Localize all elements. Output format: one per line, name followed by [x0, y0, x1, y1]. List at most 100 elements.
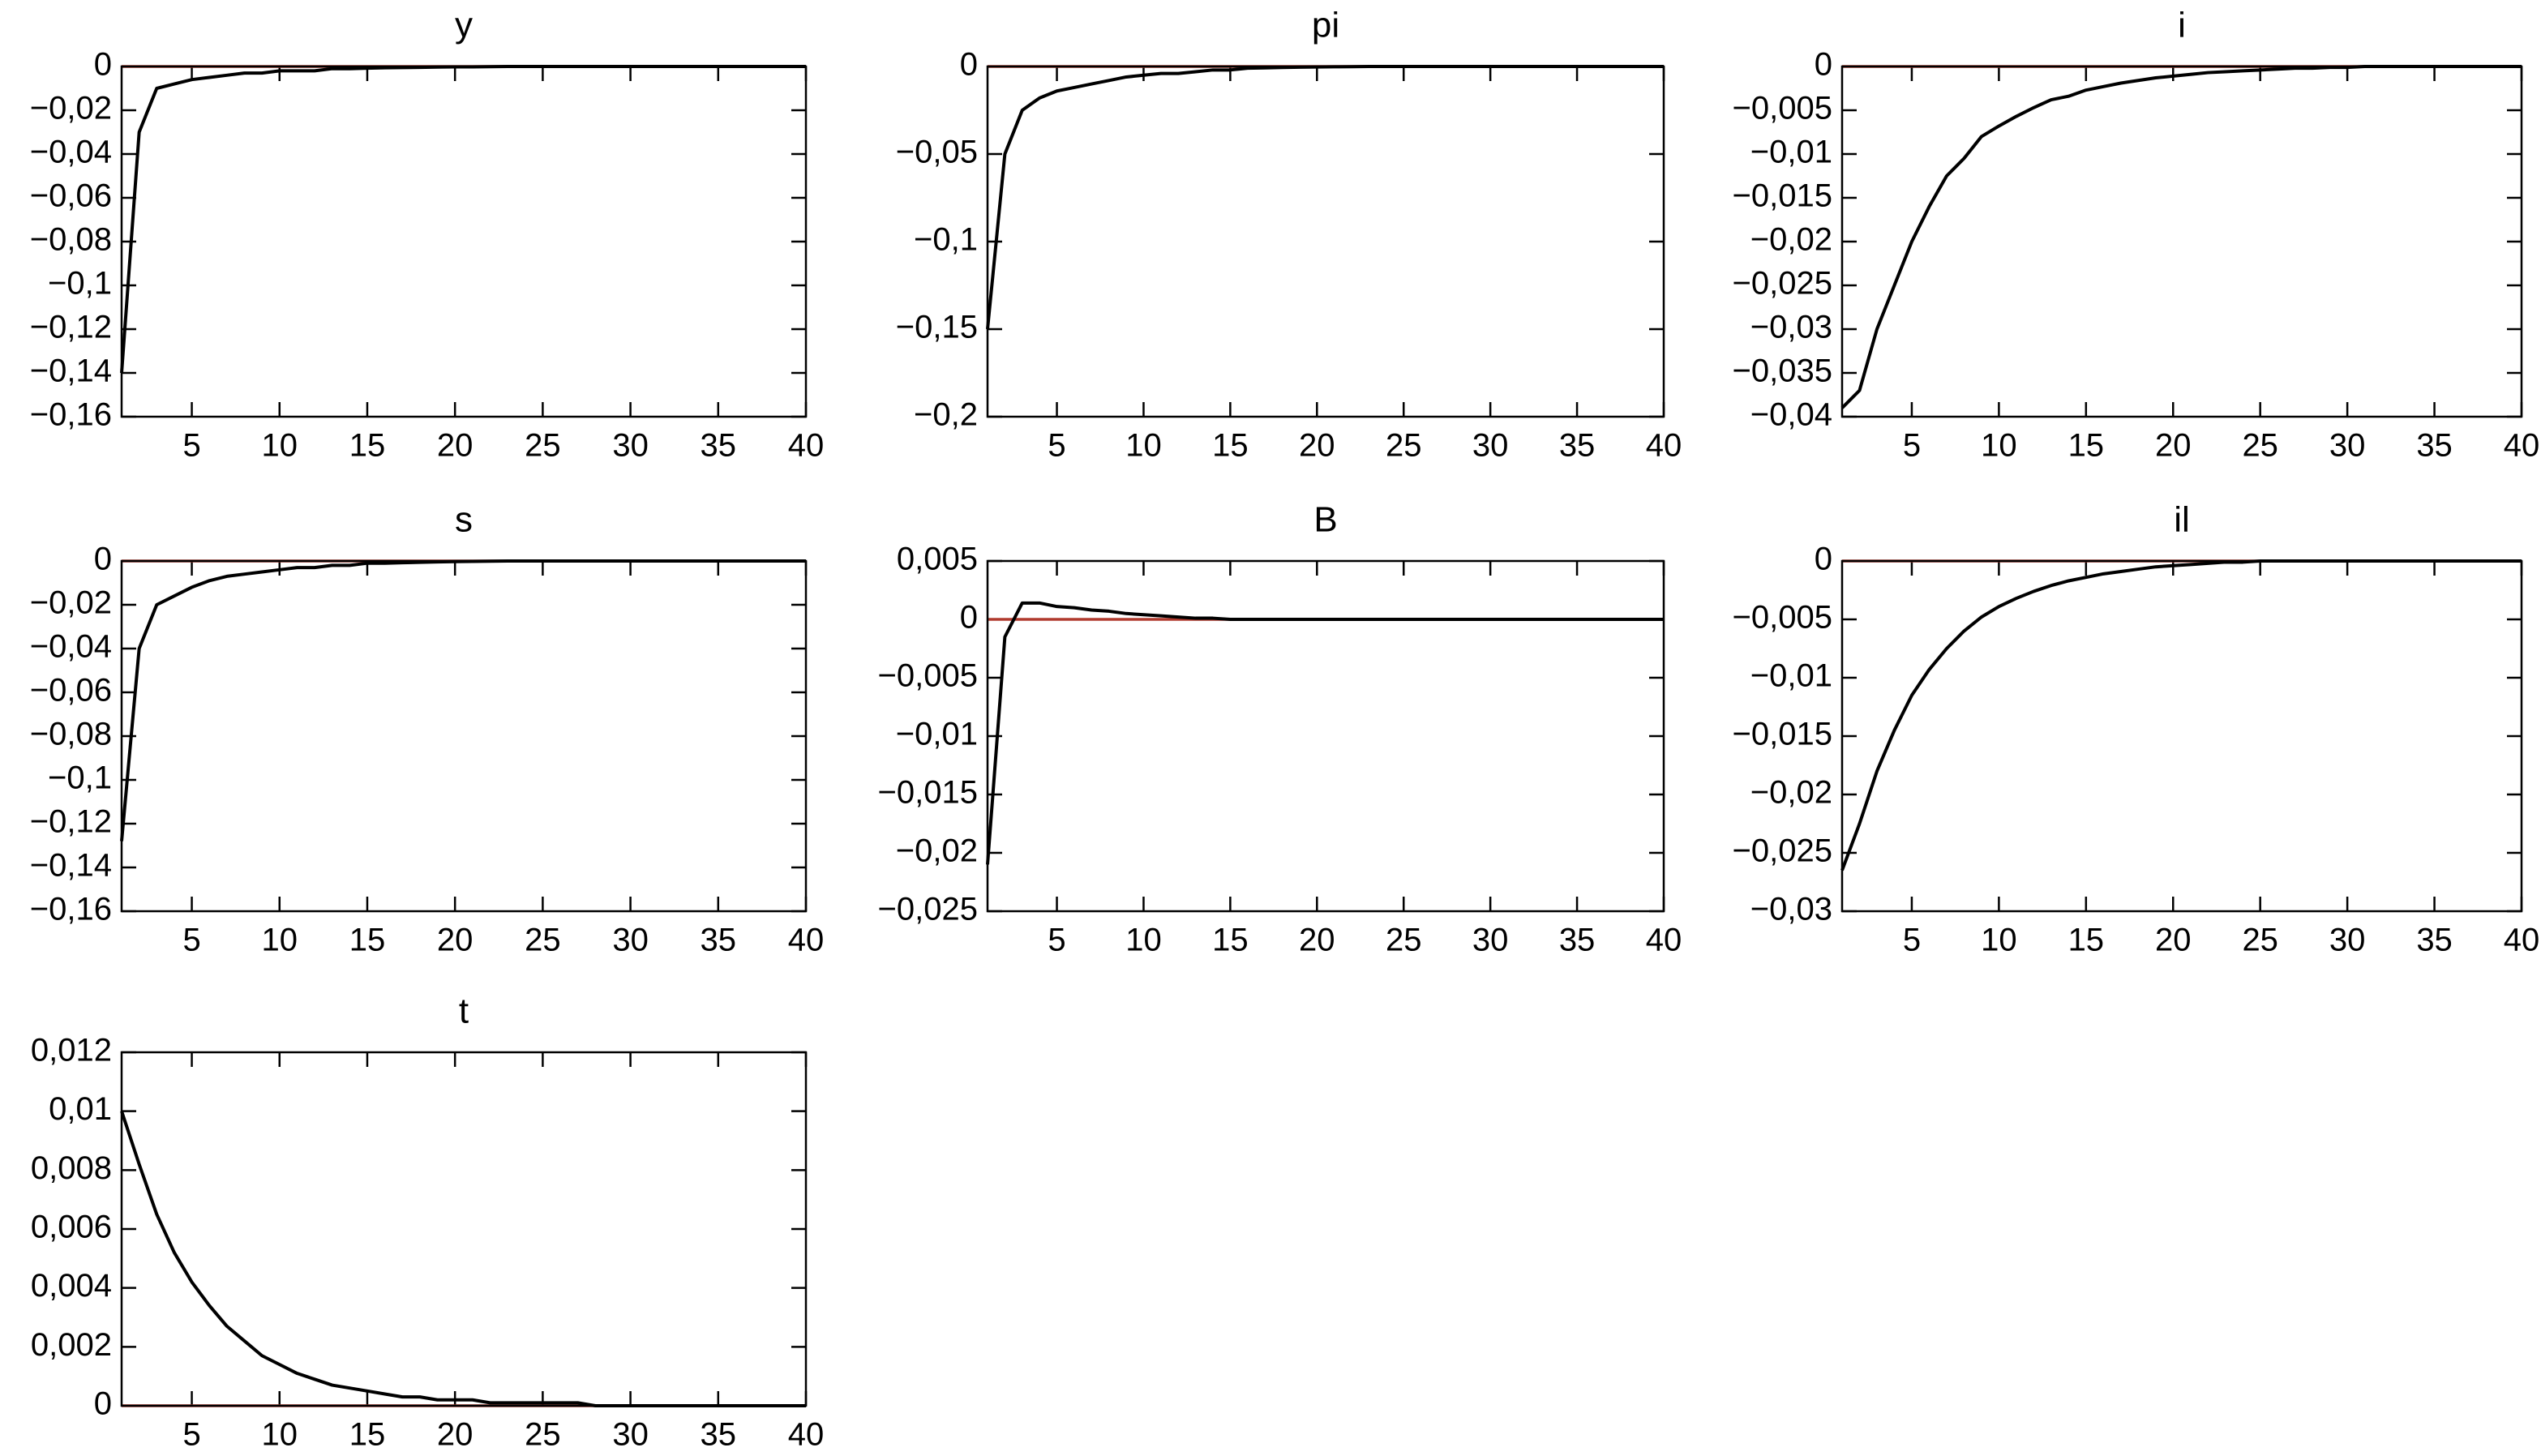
subplot-title: pi — [1312, 6, 1339, 45]
x-tick-label: 25 — [2242, 923, 2278, 958]
y-tick-label: −0,14 — [30, 848, 112, 884]
x-tick-label: 20 — [437, 923, 473, 958]
y-tick-label: 0,005 — [897, 542, 978, 577]
y-tick-label: 0 — [94, 542, 112, 577]
subplot: il 0 −0,005 −0,01 −0,015 −0,02 −0,025 −0,03 5 10 1… — [1733, 500, 2540, 958]
subplot-title: i — [2178, 6, 2186, 45]
x-tick-label: 40 — [2504, 923, 2540, 958]
x-tick-label: 35 — [2416, 923, 2453, 958]
y-tick-label: −0,06 — [30, 178, 112, 214]
x-tick-label: 30 — [1472, 923, 1509, 958]
subplot-title: t — [459, 991, 469, 1031]
x-tick-label: 30 — [2329, 428, 2366, 464]
y-tick-label: −0,015 — [1733, 717, 1832, 752]
x-tick-label: 25 — [1386, 428, 1422, 464]
subplot-title: B — [1313, 500, 1337, 540]
x-tick-label: 15 — [1212, 923, 1249, 958]
series-line — [986, 65, 1664, 330]
x-tick-label: 5 — [1048, 923, 1065, 958]
y-tick-label: −0,16 — [30, 397, 112, 433]
y-tick-label: −0,025 — [878, 892, 978, 927]
x-tick-label: 20 — [437, 1417, 473, 1453]
x-tick-label: 5 — [1048, 428, 1065, 464]
x-tick-label: 10 — [1125, 428, 1162, 464]
x-tick-label: 40 — [2504, 428, 2540, 464]
y-tick-label: −0,015 — [1733, 178, 1832, 214]
y-tick-label: −0,005 — [878, 658, 978, 694]
subplot: B 0,005 0 −0,005 −0,01 −0,015 −0,02 −0,025 5 10 15… — [878, 500, 1682, 958]
x-tick-label: 30 — [612, 428, 649, 464]
y-tick-label: −0,03 — [1750, 892, 1832, 927]
y-tick-label: 0,008 — [31, 1150, 112, 1186]
subplot-title: s — [455, 500, 473, 540]
y-tick-label: 0,012 — [31, 1033, 112, 1068]
y-tick-label: 0,006 — [31, 1210, 112, 1245]
series-line — [120, 1111, 806, 1407]
x-tick-label: 10 — [262, 1417, 298, 1453]
x-tick-label: 10 — [262, 428, 298, 464]
x-tick-label: 5 — [182, 1417, 200, 1453]
x-tick-label: 5 — [182, 923, 200, 958]
series-line — [986, 601, 1664, 865]
series-line — [120, 65, 806, 374]
x-tick-label: 35 — [701, 923, 737, 958]
plot-frame — [986, 65, 1665, 418]
x-tick-label: 25 — [525, 428, 561, 464]
y-tick-label: −0,14 — [30, 353, 112, 389]
plot-frame — [1840, 65, 2523, 418]
x-tick-label: 40 — [788, 923, 825, 958]
x-tick-label: 35 — [1559, 923, 1596, 958]
subplot: s 0 −0,02 −0,04 −0,06 −0,08 −0,1 −0,12 −0,14 −0,1… — [30, 500, 824, 958]
plot-frame — [986, 559, 1665, 913]
x-tick-label: 20 — [437, 428, 473, 464]
plot-frame — [1840, 559, 2523, 913]
y-tick-label: −0,025 — [1733, 833, 1832, 869]
y-tick-label: −0,15 — [896, 310, 978, 345]
x-tick-label: 5 — [1903, 923, 1921, 958]
x-tick-label: 40 — [788, 428, 825, 464]
x-tick-label: 30 — [612, 1417, 649, 1453]
series-line — [1840, 65, 2522, 409]
y-tick-label: −0,02 — [30, 91, 112, 126]
x-tick-label: 25 — [525, 1417, 561, 1453]
y-tick-label: −0,05 — [896, 135, 978, 170]
y-tick-label: −0,01 — [1750, 658, 1832, 694]
y-tick-label: 0 — [1815, 47, 1832, 83]
y-tick-label: 0 — [1815, 542, 1832, 577]
x-tick-label: 5 — [1903, 428, 1921, 464]
y-tick-label: −0,01 — [1750, 135, 1832, 170]
x-tick-label: 20 — [1299, 923, 1335, 958]
y-tick-label: −0,08 — [30, 222, 112, 258]
y-tick-label: −0,16 — [30, 892, 112, 927]
x-tick-label: 30 — [612, 923, 649, 958]
x-tick-label: 25 — [2242, 428, 2278, 464]
x-tick-label: 25 — [525, 923, 561, 958]
y-tick-label: −0,02 — [896, 833, 978, 869]
y-tick-label: −0,1 — [48, 266, 112, 302]
y-tick-label: 0 — [960, 600, 978, 636]
x-tick-label: 5 — [182, 428, 200, 464]
subplot-title: y — [455, 6, 473, 45]
y-tick-label: −0,1 — [48, 760, 112, 796]
x-tick-label: 20 — [2155, 428, 2192, 464]
subplot: t 0,012 0,01 0,008 0,006 0,004 0,002 0 5 10 15 20 25… — [31, 991, 824, 1453]
y-tick-label: −0,06 — [30, 673, 112, 709]
x-tick-label: 15 — [1212, 428, 1249, 464]
y-tick-label: −0,02 — [1750, 222, 1832, 258]
x-tick-label: 20 — [1299, 428, 1335, 464]
x-tick-label: 10 — [1125, 923, 1162, 958]
y-tick-label: −0,12 — [30, 310, 112, 345]
subplot: i 0 −0,005 −0,01 −0,015 −0,02 −0,025 −0,03 −0,03… — [1733, 6, 2540, 464]
x-tick-label: 25 — [1386, 923, 1422, 958]
y-tick-label: −0,12 — [30, 804, 112, 840]
y-tick-label: 0,002 — [31, 1327, 112, 1363]
y-tick-label: −0,04 — [1750, 397, 1832, 433]
y-tick-label: 0,01 — [49, 1091, 112, 1127]
y-tick-label: −0,005 — [1733, 600, 1832, 636]
x-tick-label: 40 — [1646, 923, 1682, 958]
x-tick-label: 40 — [788, 1417, 825, 1453]
x-tick-label: 30 — [2329, 923, 2366, 958]
x-tick-label: 20 — [2155, 923, 2192, 958]
y-tick-label: −0,02 — [1750, 775, 1832, 811]
